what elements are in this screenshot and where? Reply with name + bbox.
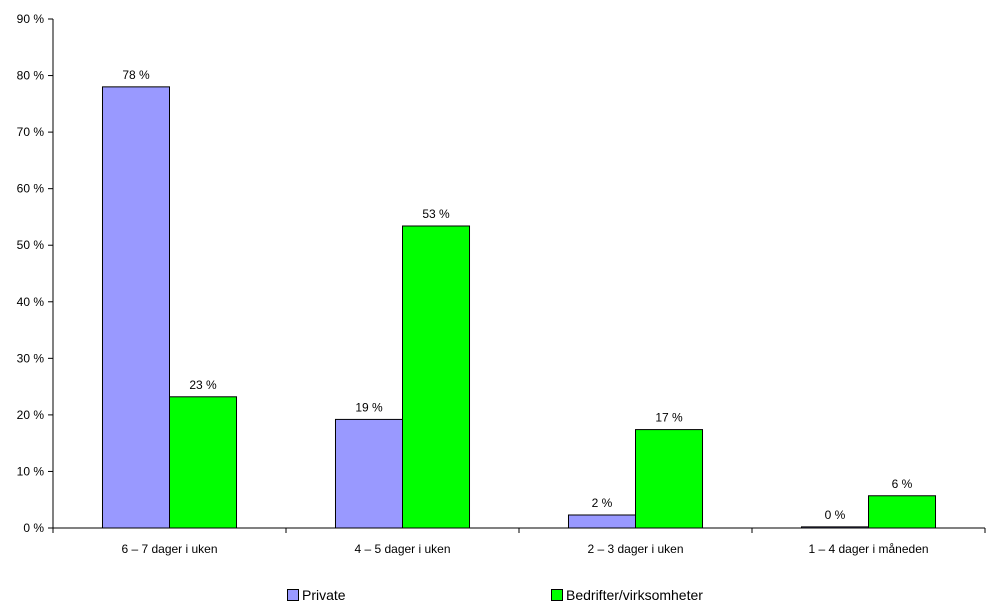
y-tick-label: 20 %	[17, 408, 45, 422]
bar	[402, 225, 471, 529]
legend-label-bedrifter: Bedrifter/virksomheter	[566, 587, 703, 603]
data-label: 6 %	[892, 477, 913, 491]
y-tick-label: 50 %	[17, 238, 45, 252]
data-label: 19 %	[355, 400, 383, 414]
data-label: 0 %	[825, 508, 846, 522]
x-tick-label: 2 – 3 dager i uken	[587, 542, 683, 556]
data-label: 53 %	[422, 207, 450, 221]
data-label: 2 %	[592, 496, 613, 510]
y-tick-label: 70 %	[17, 125, 45, 139]
y-tick-label: 30 %	[17, 351, 45, 365]
bar	[334, 418, 403, 529]
legend-item-bedrifter: Bedrifter/virksomheter	[551, 587, 703, 603]
x-tick-label: 4 – 5 dager i uken	[354, 542, 450, 556]
bar-chart: 0 % 10 % 20 % 30 % 40 % 50 % 60 % 70 % 80 % 90 % 7…	[17, 12, 986, 556]
data-label: 17 %	[655, 411, 683, 425]
x-tick-label: 6 – 7 dager i uken	[121, 542, 217, 556]
y-tick-label: 10 %	[17, 464, 45, 478]
bar	[567, 514, 636, 529]
y-tick-label: 90 %	[17, 12, 45, 26]
data-label: 78 %	[122, 68, 150, 82]
legend-swatch-bedrifter	[551, 589, 563, 601]
y-tick-label: 0 %	[23, 521, 44, 535]
y-tick-label: 60 %	[17, 182, 45, 196]
legend-item-private: Private	[287, 587, 346, 603]
bar	[868, 495, 937, 529]
bar	[635, 429, 704, 529]
data-label: 23 %	[189, 378, 217, 392]
y-tick-label: 80 %	[17, 69, 45, 83]
legend-label-private: Private	[302, 587, 346, 603]
bar	[169, 396, 238, 529]
y-tick-label: 40 %	[17, 295, 45, 309]
bar	[101, 86, 170, 529]
legend-swatch-private	[287, 589, 299, 601]
x-tick-label: 1 – 4 dager i måneden	[808, 542, 928, 556]
legend: Private Bedrifter/virksomheter	[0, 587, 994, 603]
